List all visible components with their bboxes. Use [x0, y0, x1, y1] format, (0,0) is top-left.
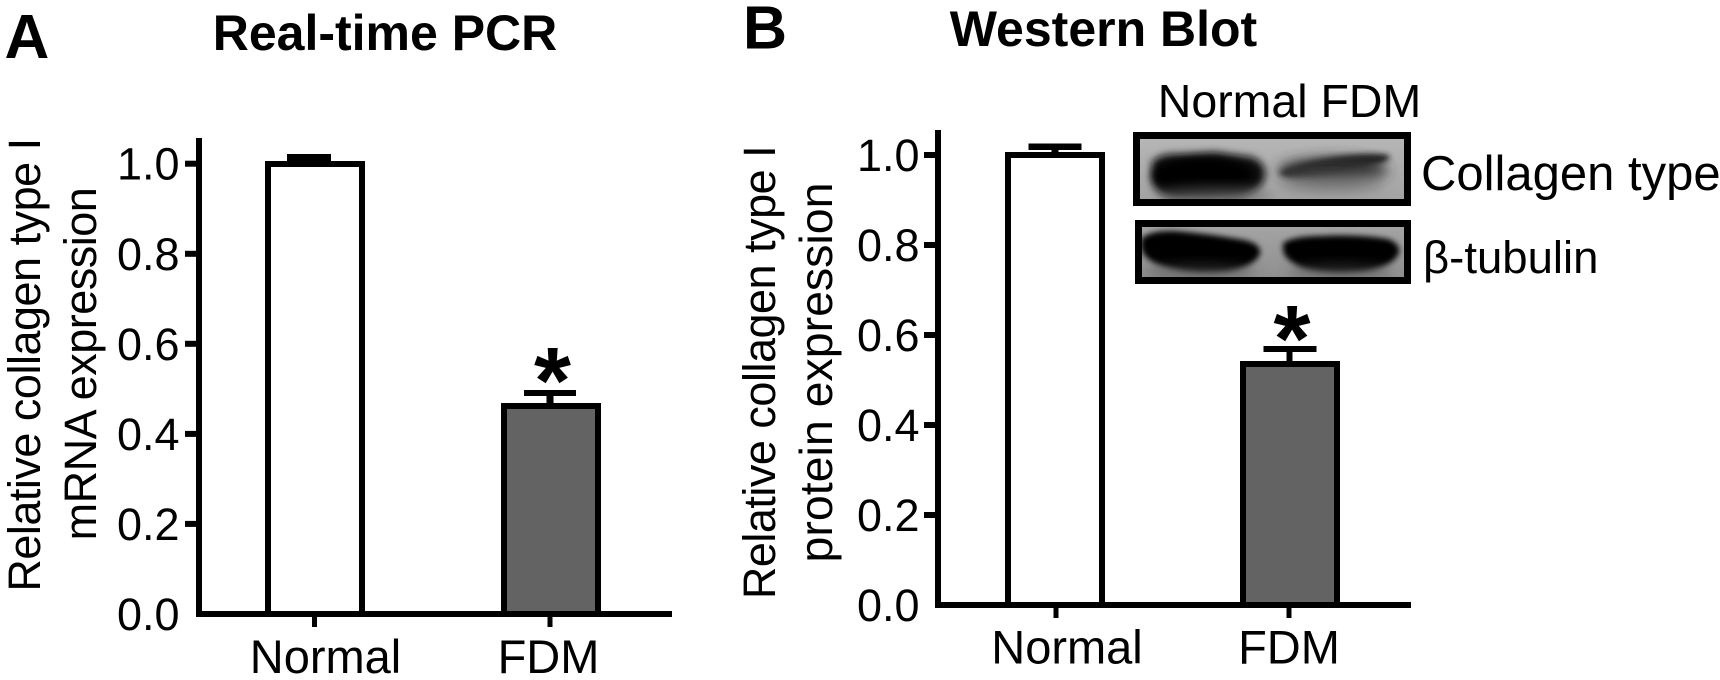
svg-text:1.0: 1.0	[117, 139, 180, 190]
svg-text:0.2: 0.2	[857, 490, 920, 541]
svg-text:*: *	[534, 328, 571, 434]
svg-text:FDM: FDM	[498, 630, 600, 680]
svg-text:B: B	[743, 0, 787, 61]
svg-text:Western Blot: Western Blot	[950, 1, 1258, 57]
svg-text:Real-time PCR: Real-time PCR	[213, 5, 558, 61]
svg-text:0.6: 0.6	[857, 310, 920, 361]
svg-text:0.0: 0.0	[857, 580, 920, 631]
svg-text:*: *	[1274, 286, 1311, 392]
svg-text:0.6: 0.6	[117, 319, 180, 370]
svg-text:0.2: 0.2	[117, 499, 180, 550]
svg-text:protein expression: protein expression	[790, 183, 842, 563]
svg-text:0.8: 0.8	[117, 229, 180, 280]
svg-text:Relative collagen type I: Relative collagen type I	[0, 138, 50, 591]
svg-text:Normal FDM: Normal FDM	[1158, 75, 1422, 127]
svg-text:Normal: Normal	[250, 630, 401, 680]
svg-text:0.4: 0.4	[857, 400, 920, 451]
svg-text:0.4: 0.4	[117, 409, 180, 460]
svg-text:β-tubulin: β-tubulin	[1423, 232, 1598, 283]
svg-text:FDM: FDM	[1238, 621, 1340, 674]
svg-text:Relative collagen type I: Relative collagen type I	[734, 146, 785, 599]
svg-text:mRNA expression: mRNA expression	[55, 188, 106, 541]
svg-text:Normal: Normal	[991, 621, 1142, 674]
svg-text:1.0: 1.0	[857, 130, 920, 181]
svg-text:A: A	[5, 3, 50, 72]
svg-text:Collagen type I: Collagen type I	[1421, 147, 1720, 201]
svg-text:0.0: 0.0	[117, 589, 180, 640]
svg-text:0.8: 0.8	[857, 220, 920, 271]
